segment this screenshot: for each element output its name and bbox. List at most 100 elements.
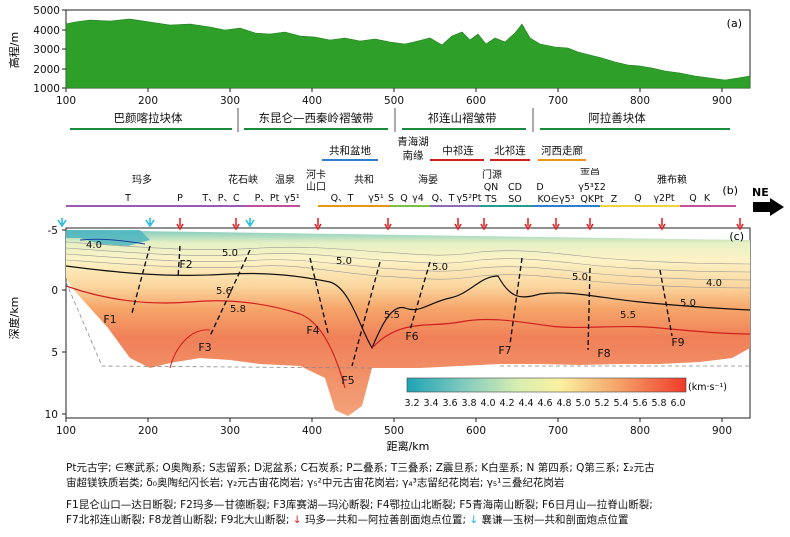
contour-label: 5.0 [336, 256, 352, 267]
cbar-tick: 5.4 [613, 398, 628, 409]
stratum: Z [611, 194, 618, 205]
elevation-panel: 5000 4000 3000 2000 1000 100 200 300 400… [7, 5, 751, 107]
legend-text: 玛多—共和—阿拉善剖面炮点位置; [304, 514, 466, 526]
contour-label: 5.5 [384, 310, 400, 321]
a-xtick: 100 [56, 95, 76, 107]
sub-zhongqilian: 中祁连 [442, 144, 474, 157]
stratum: Q [689, 193, 696, 204]
c-xlabel: 距离/km [387, 439, 430, 453]
cbar-tick: 4.8 [556, 398, 571, 409]
a-ytick: 5000 [33, 5, 60, 17]
place-heka: 河卡 [306, 168, 326, 181]
fault-label-f7: F7 [498, 344, 511, 357]
stratum: S [388, 193, 394, 204]
a-xtick: 700 [548, 95, 568, 107]
cbar-tick: 3.2 [404, 398, 419, 409]
stratum: γ5²Pt [457, 193, 482, 204]
stratum: Q [400, 193, 407, 204]
cbar-tick: 3.4 [423, 398, 438, 409]
c-ytick: 0 [51, 285, 58, 297]
a-xtick: 900 [712, 95, 732, 107]
a-xtick: 200 [138, 95, 158, 107]
sub-beiqilian: 北祁连 [494, 144, 526, 157]
stratum: CD [508, 182, 522, 193]
cyan-arrow-icon: ↓ [469, 514, 479, 526]
colorbar [406, 377, 687, 393]
contour-label: 5.0 [222, 248, 238, 259]
legend-line: F1昆仑山口—达日断裂; F2玛多—甘德断裂; F3库赛湖—玛沁断裂; F4鄂拉… [66, 499, 653, 511]
cbar-tick: 4.0 [480, 398, 495, 409]
tectonic-units: 巴颜喀拉块体 东昆仑—西秦岭褶皱带 祁连山褶皱带 阿拉善块体 共和盆地 青海湖 … [70, 108, 730, 162]
a-xtick: 400 [302, 95, 322, 107]
c-xtick: 700 [548, 425, 568, 437]
contour-label: 5.8 [230, 304, 246, 315]
contour-label: 4.0 [86, 240, 102, 251]
place-menyuan: 门源 [482, 168, 502, 181]
contour-label: 5.0 [680, 298, 696, 309]
legend-line: Pt元古宇; ∈寒武系; O奥陶系; S志留系; D泥盆系; C石炭系; P二叠… [66, 462, 655, 474]
c-ytick: -5 [48, 225, 58, 237]
panel-a-label: (a) [727, 17, 742, 30]
c-xtick: 500 [384, 425, 404, 437]
legend-text: F7北祁连山断裂; F8龙首山断裂; F9北大山断裂; [66, 514, 290, 526]
c-ytick: 10 [45, 409, 58, 421]
a-ytick: 4000 [33, 25, 60, 37]
a-xtick: 800 [630, 95, 650, 107]
a-xtick: 500 [384, 95, 404, 107]
cbar-tick: 5.2 [594, 398, 609, 409]
place-gonghe: 共和 [354, 174, 374, 186]
contour-label: 5.0 [432, 262, 448, 273]
place-wenquan: 温泉 [275, 173, 295, 186]
shot-point-markers [176, 218, 744, 231]
legend-line: F7北祁连山断裂; F8龙首山断裂; F9北大山断裂; ↓ 玛多—共和—阿拉善剖… [66, 513, 750, 528]
cbar-tick: 6.0 [670, 398, 685, 409]
cbar-tick: 4.2 [499, 398, 514, 409]
stratum: D [536, 182, 543, 193]
block-qilian: 祁连山褶皱带 [428, 111, 497, 125]
c-ylabel: 深度/km [7, 297, 21, 340]
velocity-panel: 4.0 5.0 5.6 5.8 5.0 5.0 5.0 4.0 5.0 5.5 … [7, 218, 751, 453]
c-ytick: 5 [51, 347, 58, 359]
fault-label-f9: F9 [671, 336, 684, 349]
cbar-tick: 5.8 [651, 398, 666, 409]
block-bayankala: 巴颜喀拉块体 [114, 111, 183, 125]
sub-nanyuan: 南缘 [403, 149, 424, 162]
stratum: T、P、C [201, 193, 240, 204]
c-xtick: 200 [138, 425, 158, 437]
c-xtick: 800 [630, 425, 650, 437]
cbar-tick: 3.8 [461, 398, 476, 409]
place-maduo: 玛多 [132, 173, 152, 186]
contour-label: 5.0 [572, 272, 588, 283]
strata-legend: Pt元古宇; ∈寒武系; O奥陶系; S志留系; D泥盆系; C石炭系; P二叠… [66, 461, 750, 491]
stratum: Q、T [331, 193, 354, 204]
a-ytick: 3000 [33, 44, 60, 56]
cbar-tick: 4.6 [537, 398, 552, 409]
c-xtick: 100 [56, 425, 76, 437]
fault-label-f2: F2 [179, 258, 192, 271]
stratum: SO [508, 194, 522, 205]
block-alashan: 阿拉善块体 [588, 111, 646, 125]
place-huashixia: 花石峡 [228, 173, 258, 186]
stratum: P [177, 193, 183, 204]
elevation-profile [65, 18, 751, 89]
a-xtick: 300 [220, 95, 240, 107]
place-jinchang: 金昌 [580, 168, 600, 177]
contour-label: 5.5 [620, 310, 636, 321]
place-shankou: 山口 [306, 181, 326, 193]
stratum: γ5¹ [284, 193, 300, 204]
c-xtick: 300 [220, 425, 240, 437]
stratum: P、Pt [255, 193, 280, 204]
stratum: Q [634, 193, 641, 204]
a-xtick: 600 [466, 95, 486, 107]
stratum: TS [484, 194, 497, 205]
surface-geology-panel: 玛多 花石峡 温泉 河卡 山口 共和 海晏 门源 金昌 雅布赖 T P T、P、… [66, 168, 784, 216]
c-xtick: 900 [712, 425, 732, 437]
a-ytick: 1000 [33, 83, 60, 95]
fault-label-f5: F5 [341, 374, 354, 387]
contour-label: 5.6 [216, 286, 232, 297]
panel-b-label: (b) [722, 184, 738, 197]
fault-label-f8: F8 [597, 347, 610, 360]
cyan-shot-markers [57, 218, 255, 228]
ne-direction: NE [752, 186, 769, 199]
red-arrow-icon: ↓ [292, 514, 302, 526]
